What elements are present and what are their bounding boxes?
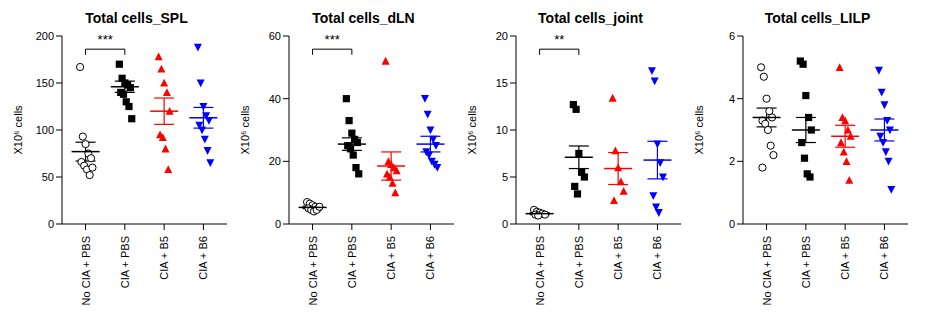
svg-text:50: 50	[42, 171, 54, 183]
svg-text:X10⁶ cells: X10⁶ cells	[239, 105, 251, 155]
svg-text:No CIA + PBS: No CIA + PBS	[80, 236, 92, 305]
svg-text:X10⁶ cells: X10⁶ cells	[12, 105, 24, 155]
svg-text:4: 4	[729, 93, 735, 105]
svg-text:20: 20	[496, 30, 508, 42]
svg-text:**: **	[554, 32, 564, 47]
svg-text:No CIA + PBS: No CIA + PBS	[761, 236, 773, 305]
svg-text:150: 150	[36, 77, 54, 89]
svg-text:0: 0	[48, 218, 54, 230]
svg-text:X10⁶ cells: X10⁶ cells	[693, 105, 705, 155]
svg-text:6: 6	[729, 30, 735, 42]
svg-text:15: 15	[496, 77, 508, 89]
svg-text:CIA + B5: CIA + B5	[612, 236, 624, 280]
svg-text:CIA + B6: CIA + B6	[878, 236, 890, 280]
svg-text:CIA + B5: CIA + B5	[385, 236, 397, 280]
svg-text:200: 200	[36, 30, 54, 42]
html-text:Total cells_SPL: Total cells_SPL	[85, 10, 188, 26]
svg-text:CIA + B6: CIA + B6	[197, 236, 209, 280]
svg-text:5: 5	[502, 171, 508, 183]
svg-text:40: 40	[269, 93, 281, 105]
svg-text:100: 100	[36, 124, 54, 136]
svg-text:CIA + B5: CIA + B5	[839, 236, 851, 280]
html-text:Total cells_dLN: Total cells_dLN	[312, 10, 415, 26]
svg-text:***: ***	[325, 32, 340, 47]
svg-text:60: 60	[269, 30, 281, 42]
svg-text:No CIA + PBS: No CIA + PBS	[307, 236, 319, 305]
svg-text:CIA + B5: CIA + B5	[158, 236, 170, 280]
svg-text:No CIA + PBS: No CIA + PBS	[534, 236, 546, 305]
svg-text:CIA + B6: CIA + B6	[651, 236, 663, 280]
svg-text:20: 20	[269, 155, 281, 167]
html-text:Total cells_LILP: Total cells_LILP	[764, 10, 871, 26]
html-text:Total cells_joint: Total cells_joint	[538, 10, 643, 26]
svg-text:CIA + PBS: CIA + PBS	[119, 236, 131, 288]
svg-text:X10⁶ cells: X10⁶ cells	[466, 105, 478, 155]
svg-text:10: 10	[496, 124, 508, 136]
svg-text:2: 2	[729, 155, 735, 167]
svg-text:CIA + PBS: CIA + PBS	[573, 236, 585, 288]
svg-text:CIA + B6: CIA + B6	[424, 236, 436, 280]
svg-text:0: 0	[275, 218, 281, 230]
svg-text:***: ***	[98, 32, 113, 47]
svg-text:0: 0	[729, 218, 735, 230]
svg-text:0: 0	[502, 218, 508, 230]
svg-text:CIA + PBS: CIA + PBS	[800, 236, 812, 288]
svg-text:CIA + PBS: CIA + PBS	[346, 236, 358, 288]
